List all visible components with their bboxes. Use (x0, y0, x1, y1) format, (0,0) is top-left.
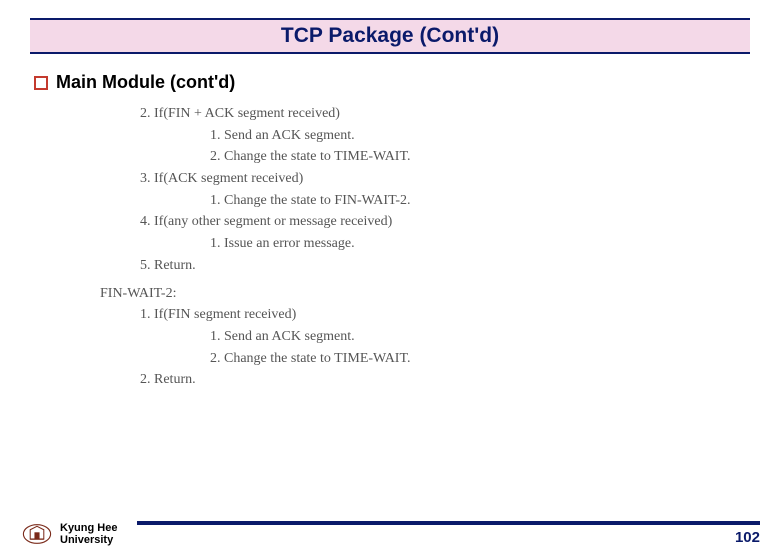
line-2-1: 1. Send an ACK segment. (210, 125, 780, 147)
line-2: 2. If(FIN + ACK segment received) (140, 103, 780, 125)
line-s-2: 2. Return. (140, 369, 780, 391)
line-5: 5. Return. (140, 255, 780, 277)
line-2-2: 2. Change the state to TIME-WAIT. (210, 146, 780, 168)
university-line1: Kyung Hee (60, 522, 117, 534)
footer: Kyung Hee University 102 (20, 521, 760, 546)
footer-right: 102 (137, 521, 760, 546)
state-label: FIN-WAIT-2: (100, 283, 780, 305)
slide-title: TCP Package (Cont'd) (281, 24, 499, 47)
bullet-square-icon (34, 76, 48, 90)
subtitle-row: Main Module (cont'd) (34, 72, 780, 93)
line-3: 3. If(ACK segment received) (140, 168, 780, 190)
university-crest-icon (20, 522, 54, 546)
line-4: 4. If(any other segment or message recei… (140, 211, 780, 233)
line-4-1: 1. Issue an error message. (210, 233, 780, 255)
line-s-1-1: 1. Send an ACK segment. (210, 326, 780, 348)
logo-block: Kyung Hee University (20, 522, 117, 546)
page-number: 102 (735, 529, 760, 546)
line-3-1: 1. Change the state to FIN-WAIT-2. (210, 190, 780, 212)
slide-subtitle: Main Module (cont'd) (56, 72, 235, 93)
title-bar: TCP Package (Cont'd) (30, 18, 750, 54)
line-s-1-2: 2. Change the state to TIME-WAIT. (210, 348, 780, 370)
university-name: Kyung Hee University (60, 522, 117, 546)
footer-divider (137, 521, 760, 525)
line-s-1: 1. If(FIN segment received) (140, 304, 780, 326)
body-content: 2. If(FIN + ACK segment received) 1. Sen… (100, 103, 780, 391)
